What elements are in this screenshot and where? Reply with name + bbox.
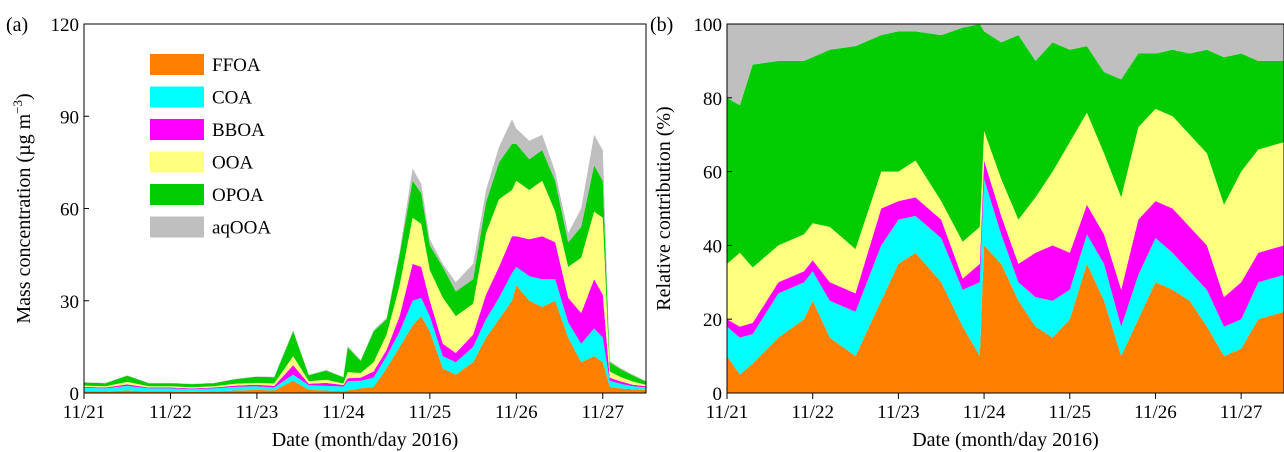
- panel-a-x-axis-label: Date (month/day 2016): [272, 429, 459, 451]
- y-tick-label-b: 40: [703, 236, 722, 257]
- y-tick-label-b: 0: [713, 384, 723, 405]
- area-ooa-b: [727, 108, 1284, 327]
- y-tick-label-b: 80: [703, 89, 722, 110]
- x-tick-label-a: 11/22: [149, 402, 192, 423]
- y-tick-label-a: 60: [60, 200, 79, 221]
- x-tick-label-a: 11/27: [581, 402, 624, 423]
- x-tick-label-b: 11/26: [1134, 402, 1177, 423]
- x-tick-label-a: 11/23: [236, 402, 279, 423]
- panel-a: 11/21 11/22 11/23 11/24 11/25 11/26 11/27 0 30 60…: [6, 14, 647, 451]
- panel-a-y-axis-label-sup: −3: [10, 100, 25, 114]
- area-ffoa-b: [727, 245, 1284, 393]
- y-tick-label-b: 60: [703, 163, 722, 184]
- x-tick-label-b: 11/27: [1220, 402, 1263, 423]
- panel-a-areas: [84, 119, 646, 393]
- legend-swatch-ooa: [150, 151, 204, 173]
- panel-a-ticks: 11/21 11/22 11/23 11/24 11/25 11/26 11/27 0 30 60…: [51, 15, 625, 423]
- x-tick-label-b: 11/24: [963, 402, 1006, 423]
- area-bboa-b: [727, 160, 1284, 338]
- area-coa-b: [727, 179, 1284, 375]
- panel-b-label: (b): [650, 14, 673, 36]
- y-tick-label-a: 120: [51, 15, 80, 36]
- panel-b-frame: [726, 23, 1284, 394]
- x-tick-label-b: 11/22: [791, 402, 834, 423]
- y-tick-label-a: 0: [70, 384, 80, 405]
- legend-label-bboa: BBOA: [212, 120, 265, 141]
- area-coa-a: [84, 266, 646, 392]
- panel-a-label: (a): [6, 14, 28, 36]
- legend-swatch-opoa: [150, 184, 204, 205]
- legend-swatch-coa: [150, 86, 204, 108]
- area-aqooa-b: [727, 24, 1284, 106]
- x-tick-label-a: 11/24: [322, 402, 365, 423]
- panel-b: 11/21 11/22 11/23 11/24 11/25 11/26 11/27 0 20 40…: [650, 14, 1284, 451]
- area-ooa-a: [84, 180, 646, 389]
- x-tick-label-b: 11/21: [706, 402, 749, 423]
- panel-b-y-axis-label: Relative contribution (%): [653, 106, 675, 310]
- legend-swatch-bboa: [150, 119, 204, 140]
- legend-label-opoa: OPOA: [212, 185, 264, 206]
- y-tick-label-a: 90: [60, 107, 79, 128]
- area-opoa-b: [727, 24, 1284, 268]
- area-bboa-a: [84, 236, 646, 390]
- legend: FFOA COA BBOA OOA OPOA aqOOA: [150, 54, 271, 239]
- panel-b-x-axis-label: Date (month/day 2016): [912, 429, 1099, 451]
- legend-label-ooa: OOA: [212, 153, 253, 174]
- x-tick-label-a: 11/21: [63, 402, 106, 423]
- x-tick-label-a: 11/25: [409, 402, 452, 423]
- panel-a-y-axis-label-main: Mass concentration (µg m: [13, 113, 35, 323]
- legend-swatch-aqooa: [150, 216, 204, 238]
- y-tick-label-b: 20: [703, 310, 722, 331]
- panel-b-areas: [727, 24, 1284, 393]
- panel-a-y-axis-label: Mass concentration (µg m−3): [10, 93, 35, 323]
- x-tick-label-b: 11/23: [877, 402, 920, 423]
- legend-label-aqooa: aqOOA: [212, 218, 271, 239]
- area-ffoa-a: [84, 285, 646, 393]
- x-tick-label-b: 11/25: [1048, 402, 1091, 423]
- legend-label-ffoa: FFOA: [212, 55, 261, 76]
- y-tick-label-b: 100: [694, 15, 723, 36]
- panel-a-y-axis-label-end: ): [13, 93, 35, 100]
- legend-swatch-ffoa: [150, 54, 204, 75]
- y-tick-label-a: 30: [60, 292, 79, 313]
- x-tick-label-a: 11/26: [495, 402, 538, 423]
- legend-label-coa: COA: [212, 88, 252, 109]
- panel-b-ticks: 11/21 11/22 11/23 11/24 11/25 11/26 11/27 0 20 40…: [694, 15, 1263, 423]
